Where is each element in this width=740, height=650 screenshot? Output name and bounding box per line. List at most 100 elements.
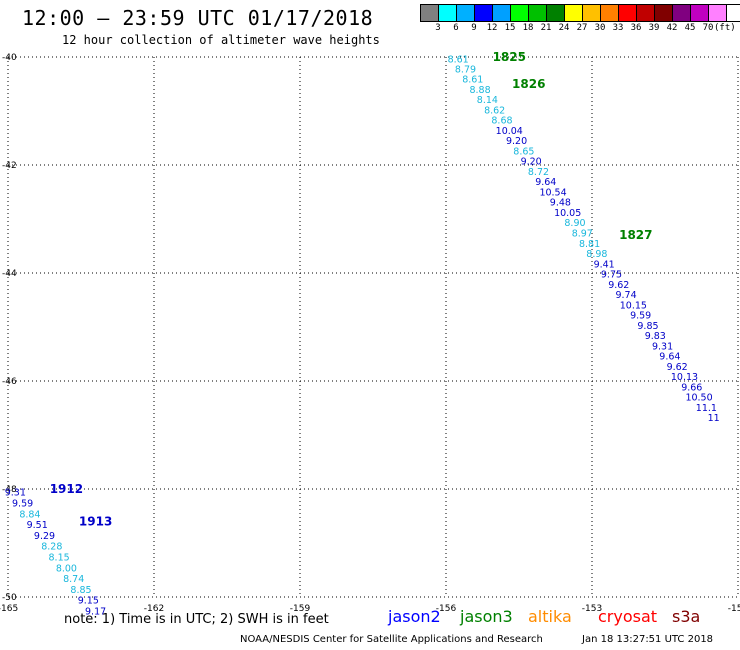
color-scale-label: 9 <box>471 23 477 33</box>
color-swatch <box>691 5 709 21</box>
color-scale-unit: (ft) <box>714 23 736 33</box>
color-swatch <box>457 5 475 21</box>
footnote: note: 1) Time is in UTC; 2) SWH is in fe… <box>64 612 329 627</box>
wave-height-label: 9.31 <box>5 488 26 499</box>
wave-height-label: 8.14 <box>477 95 498 106</box>
color-scale-label: 30 <box>594 23 606 33</box>
wave-height-label: 8.61 <box>462 75 483 86</box>
map-subtitle: 12 hour collection of altimeter wave hei… <box>62 33 380 47</box>
color-swatch <box>547 5 565 21</box>
pass-time-label: 1912 <box>50 482 83 496</box>
wave-height-label: 9.48 <box>550 198 571 209</box>
wave-height-label: 11 <box>708 413 720 424</box>
color-swatch <box>565 5 583 21</box>
color-scale-label: 12 <box>486 23 498 33</box>
wave-height-label: 8.88 <box>469 85 490 96</box>
wave-height-label: 9.62 <box>608 280 629 291</box>
color-scale-label: 21 <box>540 23 552 33</box>
wave-height-label: 8.61 <box>448 55 469 66</box>
map-title: 12:00 – 23:59 UTC 01/17/2018 <box>22 6 374 30</box>
wave-height-label: 8.00 <box>56 563 77 574</box>
wave-height-label: 8.81 <box>579 239 600 250</box>
wave-height-label: 9.15 <box>78 596 99 607</box>
color-scale-label: 36 <box>630 23 642 33</box>
wave-height-label: 8.97 <box>572 229 593 240</box>
wave-height-label: 10.13 <box>671 372 698 383</box>
color-scale-label: 70 <box>702 23 714 33</box>
satellite-legend-item: cryosat <box>598 607 658 626</box>
color-swatch <box>601 5 619 21</box>
axis-tick-labels: -40 -42 -44 -46 -48 -50-165 -162 -159 -156 -153 -1… <box>0 53 740 614</box>
wave-height-label: 8.79 <box>455 64 476 75</box>
color-swatch <box>619 5 637 21</box>
wave-height-label: 9.85 <box>637 321 658 332</box>
wave-height-label: 9.66 <box>681 382 702 393</box>
satellite-tracks: 8.618.798.618.888.148.628.6810.049.208.6… <box>5 55 720 618</box>
satellite-legend-item: s3a <box>672 607 701 626</box>
color-swatch <box>673 5 691 21</box>
color-swatch <box>421 5 439 21</box>
wave-height-label: 11.1 <box>696 403 717 414</box>
color-swatch <box>655 5 673 21</box>
color-scale-label: 24 <box>558 23 570 33</box>
color-scale-label: 45 <box>684 23 696 33</box>
wave-height-label: 9.51 <box>27 520 48 531</box>
wave-height-label: 8.15 <box>49 553 70 564</box>
latitude-tick-label: -42 <box>2 161 17 171</box>
wave-height-label: 8.84 <box>19 509 40 520</box>
satellite-legend-item: altika <box>528 607 572 626</box>
wave-height-label: 10.04 <box>496 126 523 137</box>
wave-height-label: 9.75 <box>601 270 622 281</box>
wave-height-label: 9.64 <box>535 177 556 188</box>
wave-height-label: 9.74 <box>615 290 636 301</box>
longitude-tick-label: -153 <box>582 604 602 614</box>
color-scale-label: 33 <box>612 23 624 33</box>
longitude-tick-label: -150 <box>728 604 740 614</box>
latitude-tick-label: -50 <box>2 593 17 603</box>
color-swatch <box>727 5 740 21</box>
latitude-tick-label: -40 <box>2 53 17 63</box>
wave-height-label: 8.98 <box>586 249 607 260</box>
longitude-tick-label: -156 <box>436 604 457 614</box>
wave-height-label: 9.59 <box>630 311 651 322</box>
wave-height-label: 9.20 <box>506 136 527 147</box>
latitude-tick-label: -46 <box>2 377 17 387</box>
pass-time-label: 1825 <box>493 50 526 64</box>
wave-height-label: 10.15 <box>620 300 647 311</box>
wave-height-label: 9.83 <box>645 331 666 342</box>
latitude-tick-label: -44 <box>2 269 17 279</box>
wave-height-label: 9.41 <box>594 259 615 270</box>
generated-timestamp: Jan 18 13:27:51 UTC 2018 <box>582 634 714 645</box>
color-scale-bar <box>420 4 740 22</box>
pass-time-label: 1913 <box>79 514 112 528</box>
wave-height-label: 9.62 <box>667 362 688 373</box>
credit-line: NOAA/NESDIS Center for Satellite Applica… <box>240 634 543 645</box>
wave-height-label: 8.85 <box>70 585 91 596</box>
wave-height-label: 9.31 <box>652 341 673 352</box>
wave-height-label: 9.20 <box>521 157 542 168</box>
color-scale-label: 6 <box>453 23 459 33</box>
wave-height-label: 10.05 <box>554 208 581 219</box>
color-swatch <box>439 5 457 21</box>
wave-height-label: 8.62 <box>484 105 505 116</box>
color-scale-label: 27 <box>576 23 588 33</box>
wave-height-label: 10.50 <box>685 393 712 404</box>
wave-height-label: 8.65 <box>513 146 534 157</box>
time-labels: 1825 1826 1827 1912 1913 <box>50 50 653 528</box>
pass-time-label: 1826 <box>512 77 545 91</box>
satellite-legend-item: jason2 <box>388 607 441 626</box>
wave-height-label: 8.74 <box>63 574 84 585</box>
wave-height-label: 8.90 <box>564 218 585 229</box>
wave-height-label: 10.54 <box>539 187 566 198</box>
latitude-tick-label: -48 <box>2 485 17 495</box>
wave-height-label: 8.68 <box>491 116 512 127</box>
wave-height-label: 8.28 <box>41 542 62 553</box>
wave-height-label: 9.64 <box>659 352 680 363</box>
color-scale-label: 18 <box>522 23 534 33</box>
color-scale-label: 42 <box>666 23 678 33</box>
color-swatch <box>583 5 601 21</box>
wave-height-label: 9.17 <box>85 607 106 618</box>
color-scale-legend: (ft) 3 6 9 12 15 18 21 24 27 30 33 36 39 42 45 70 <box>420 4 740 44</box>
color-scale-label: 15 <box>504 23 516 33</box>
